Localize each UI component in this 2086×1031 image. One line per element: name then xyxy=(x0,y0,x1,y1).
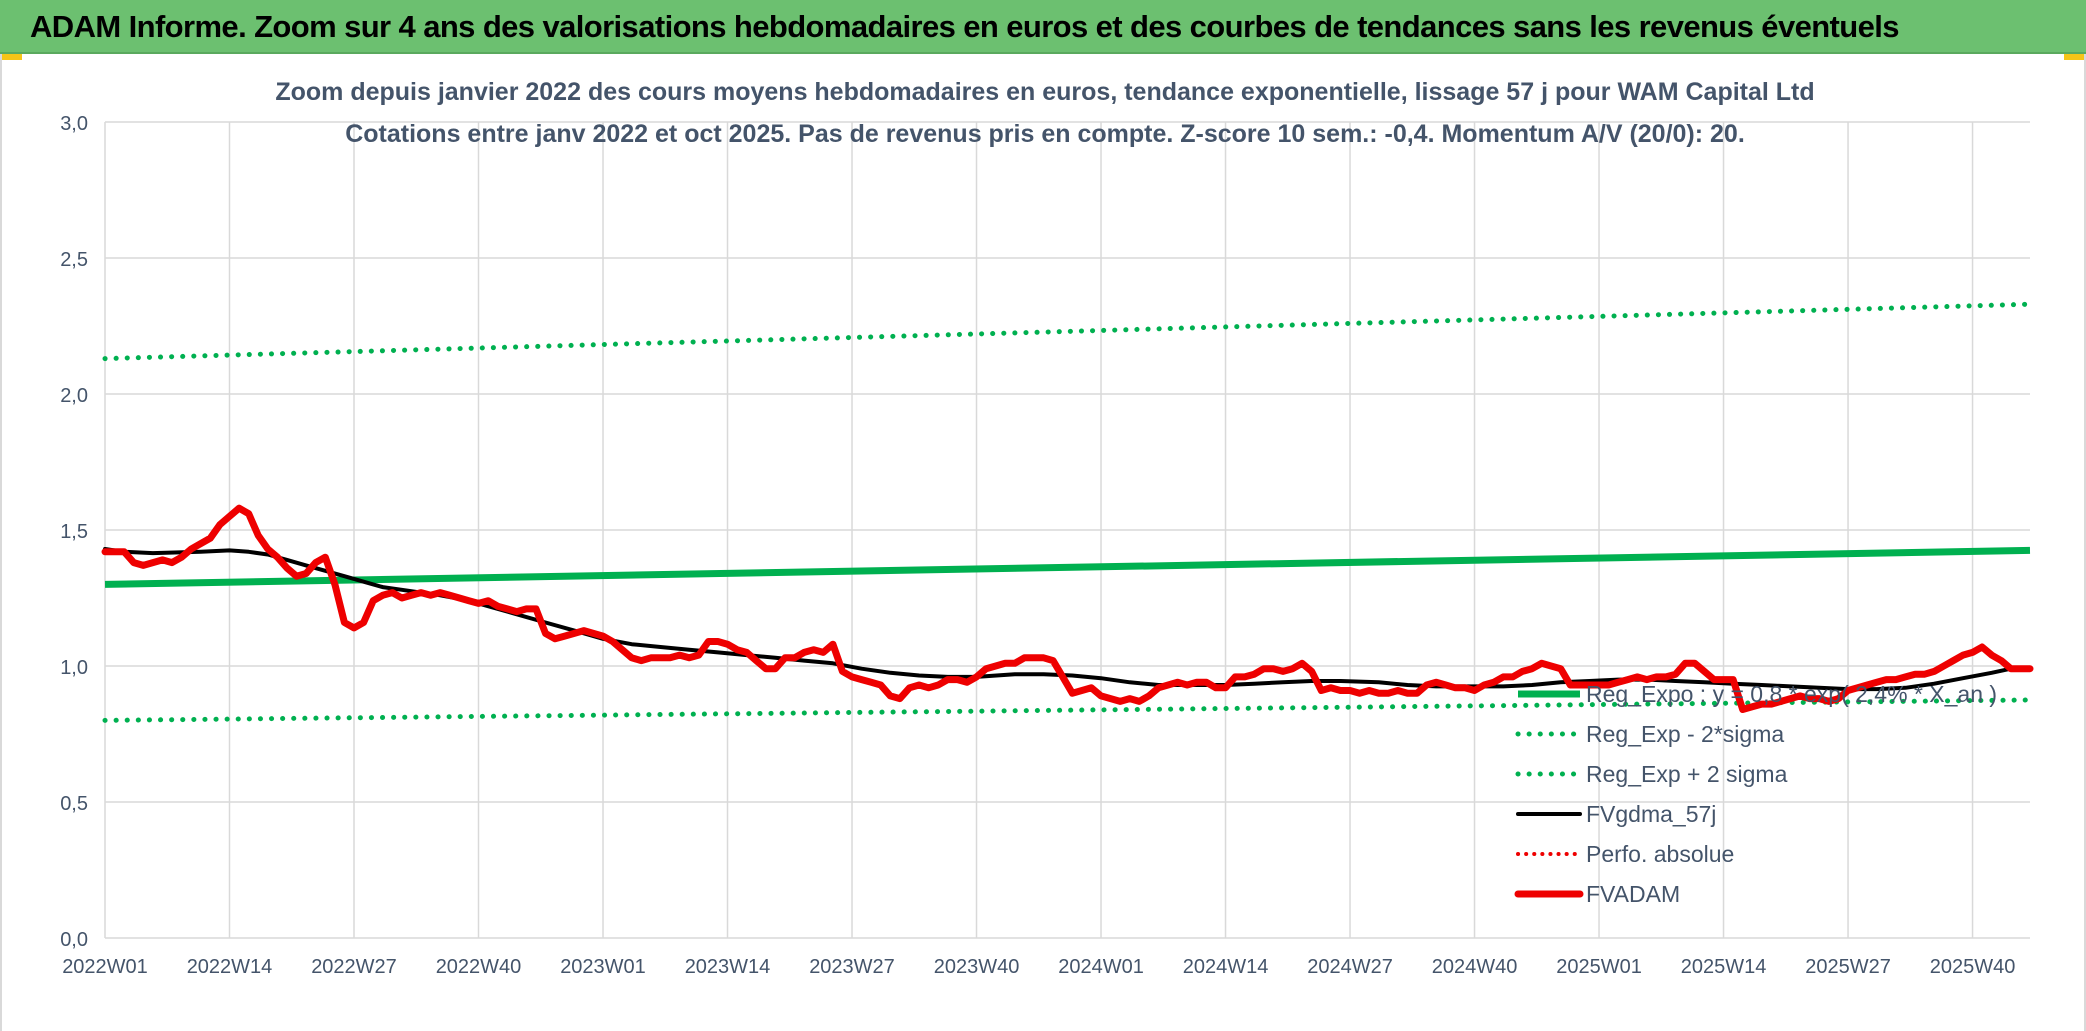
x-tick-label: 2024W01 xyxy=(1058,956,1144,978)
x-tick-label: 2022W14 xyxy=(187,956,273,978)
legend-label: Reg_Expo : y = 0,8 * exp( 2,4% * X_an ) xyxy=(1586,681,1997,707)
y-tick-label: 0,5 xyxy=(60,793,88,815)
legend: Reg_Expo : y = 0,8 * exp( 2,4% * X_an ) R… xyxy=(1514,681,1997,907)
legend-label: FVADAM xyxy=(1586,881,1680,907)
series-line-solid-red-thick xyxy=(101,504,2034,713)
legend-label: Reg_Exp + 2 sigma xyxy=(1586,761,1788,787)
legend-label: Perfo. absolue xyxy=(1586,841,1734,867)
y-tick-label: 2,5 xyxy=(60,249,88,271)
x-tick-label: 2024W27 xyxy=(1307,956,1393,978)
x-tick-label: 2024W40 xyxy=(1432,956,1518,978)
series-line-solid-green-thick xyxy=(104,546,2031,588)
series-layer xyxy=(101,301,2034,723)
y-tick-label: 2,0 xyxy=(60,385,88,407)
x-tick-label: 2022W27 xyxy=(311,956,397,978)
chart-title-line1: Zoom depuis janvier 2022 des cours moyen… xyxy=(275,78,1814,106)
x-tick-label: 2022W01 xyxy=(62,956,148,978)
banner-title: ADAM Informe. Zoom sur 4 ans des valoris… xyxy=(30,9,1900,44)
x-tick-label: 2022W40 xyxy=(436,956,522,978)
series-line-dotted-green xyxy=(102,697,2033,723)
y-tick-label: 3,0 xyxy=(60,113,88,135)
chart-title-line2: Cotations entre janv 2022 et oct 2025. P… xyxy=(345,120,1745,148)
chart-frame xyxy=(0,54,2086,1031)
x-tick-label: 2023W01 xyxy=(560,956,646,978)
x-tick-label: 2025W14 xyxy=(1681,956,1767,978)
axis-labels: 0,0 0,5 1,0 1,5 2,0 2,5 3,0 2022W01 2022W14 2022W… xyxy=(60,113,2015,978)
x-tick-label: 2023W14 xyxy=(685,956,771,978)
y-tick-label: 1,5 xyxy=(60,521,88,543)
y-tick-label: 0,0 xyxy=(60,929,88,951)
banner-corner-left xyxy=(0,54,22,60)
x-tick-label: 2025W40 xyxy=(1930,956,2016,978)
grid xyxy=(104,121,2030,939)
x-tick-label: 2025W01 xyxy=(1556,956,1642,978)
chart-area: 0,0 0,5 1,0 1,5 2,0 2,5 3,0 2022W01 2022W14 2022W… xyxy=(60,78,2034,978)
banner-corner-right xyxy=(2064,54,2086,60)
x-tick-label: 2023W40 xyxy=(934,956,1020,978)
legend-label: FVgdma_57j xyxy=(1586,801,1716,827)
series-line-dotted-green xyxy=(102,301,2033,362)
x-tick-label: 2025W27 xyxy=(1805,956,1891,978)
header-banner: ADAM Informe. Zoom sur 4 ans des valoris… xyxy=(0,0,2086,54)
y-tick-label: 1,0 xyxy=(60,657,88,679)
legend-label: Reg_Exp - 2*sigma xyxy=(1586,721,1784,747)
x-tick-label: 2023W27 xyxy=(809,956,895,978)
x-tick-label: 2024W14 xyxy=(1183,956,1269,978)
